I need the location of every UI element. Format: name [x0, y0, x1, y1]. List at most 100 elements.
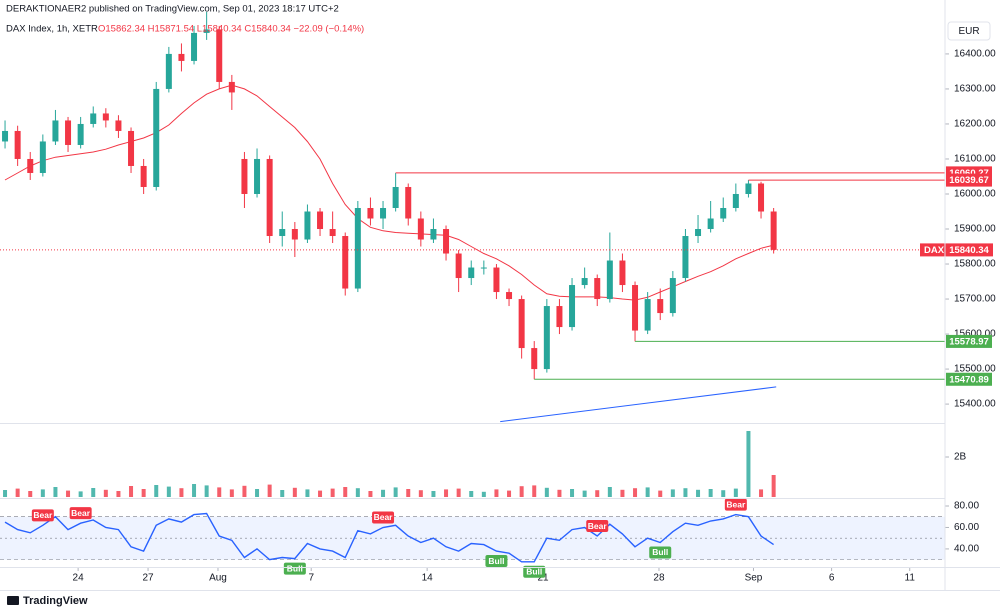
- volume-bar: [192, 484, 197, 497]
- volume-bar: [570, 489, 575, 497]
- volume-bar: [418, 490, 423, 497]
- volume-bar: [721, 490, 726, 497]
- volume-bar: [229, 489, 234, 497]
- level-label: 16039.67: [949, 175, 989, 186]
- volume-bar: [154, 485, 159, 497]
- candle-body: [65, 120, 72, 145]
- volume-bar: [733, 488, 738, 497]
- x-tick-label: 6: [829, 573, 835, 584]
- candle-body: [329, 229, 336, 237]
- volume-bar: [381, 489, 386, 497]
- last-value: 15840.34: [949, 245, 989, 256]
- volume-bar: [15, 488, 20, 497]
- candle-body: [417, 218, 424, 240]
- publisher: DERAKTIONAER2 published on TradingView.c…: [6, 4, 339, 15]
- volume-bar: [771, 475, 776, 497]
- candle-body: [317, 211, 324, 230]
- volume-bar: [759, 489, 764, 497]
- volume-bar: [280, 490, 285, 497]
- y-tick-label: 16000.00: [954, 189, 996, 200]
- volume-bar: [255, 489, 260, 497]
- volume-bar: [267, 484, 272, 497]
- currency-box[interactable]: [947, 21, 991, 41]
- candle-body: [279, 229, 286, 237]
- divergence-badge: [724, 498, 747, 511]
- x-tick-label: 14: [422, 573, 434, 584]
- candle-body: [430, 229, 437, 240]
- divergence-label: Bear: [71, 508, 91, 518]
- level-label: 15578.97: [949, 336, 989, 347]
- y-tick-label: 16300.00: [954, 84, 996, 95]
- volume-bar: [557, 489, 562, 497]
- candle-body: [266, 158, 273, 237]
- currency[interactable]: EUR: [958, 26, 979, 37]
- volume-bar: [670, 489, 675, 497]
- candle-body: [2, 130, 9, 142]
- rsi-tick-label: 40.00: [954, 544, 979, 555]
- candle-body: [695, 229, 702, 237]
- candle-body: [52, 120, 59, 142]
- candle-body: [657, 299, 664, 314]
- candle-body: [632, 285, 639, 331]
- candle-body: [191, 32, 198, 61]
- volume-bar: [91, 488, 96, 497]
- volume-bar: [204, 485, 209, 497]
- volume-bar: [431, 491, 436, 497]
- trendline: [500, 386, 777, 423]
- candle-body: [506, 292, 513, 300]
- volume-bar: [141, 489, 146, 497]
- price-pane: [2, 11, 777, 423]
- volume-bar: [103, 489, 108, 497]
- volume-bar: [481, 491, 486, 497]
- level-label: 16060.27: [949, 168, 989, 179]
- divergence-badge: [649, 546, 672, 559]
- volume-bar: [582, 490, 587, 497]
- divergence-badge: [69, 507, 92, 520]
- candle-body: [682, 236, 689, 279]
- x-tick-label: 28: [653, 573, 665, 584]
- candle-body: [27, 158, 34, 173]
- volume-bar: [532, 485, 537, 497]
- volume-bar: [305, 489, 310, 497]
- candle-body: [644, 299, 651, 331]
- candle-body: [518, 299, 525, 349]
- x-tick-label: 27: [142, 573, 154, 584]
- volume-bar: [292, 487, 297, 497]
- volume-bar: [40, 489, 45, 497]
- volume-bar: [595, 490, 600, 497]
- volume-bar: [645, 487, 650, 497]
- volume-bar: [696, 489, 701, 497]
- candle-body: [14, 130, 21, 159]
- volume-bar: [3, 490, 8, 497]
- footer-logo: TradingView: [23, 595, 88, 607]
- volume-bar: [355, 488, 360, 497]
- volume-bar: [78, 491, 83, 497]
- volume-tick-label: 2B: [954, 452, 967, 463]
- y-tick-label: 15500.00: [954, 364, 996, 375]
- plot: 15400.00 15500.00 15600.00 15700.00 15800.00…: [0, 11, 996, 584]
- ohlc-legend: O15862.34 H15871.54 L15840.34 C15840.34 …: [98, 24, 364, 35]
- rsi-tick-label: 80.00: [954, 501, 979, 512]
- candle-body: [669, 278, 676, 314]
- candle-body: [543, 306, 550, 370]
- candle-body: [480, 267, 487, 269]
- candle-body: [354, 207, 361, 289]
- volume-bar: [28, 491, 33, 497]
- candle-body: [468, 267, 475, 279]
- candle-body: [443, 229, 450, 254]
- candle-body: [745, 183, 752, 194]
- candle-body: [594, 278, 601, 300]
- candle-body: [140, 165, 147, 187]
- divergence-badge: [372, 511, 395, 524]
- candle-body: [732, 193, 739, 208]
- volume-bar: [393, 487, 398, 497]
- x-tick-label: 11: [905, 573, 916, 584]
- candle-body: [254, 158, 261, 194]
- volume-bar: [708, 489, 713, 497]
- volume-bar: [166, 486, 171, 497]
- divergence-label: Bull: [526, 567, 542, 577]
- divergence-label: Bull: [652, 547, 668, 557]
- volume-bar: [519, 486, 524, 497]
- volume-bar: [53, 487, 58, 497]
